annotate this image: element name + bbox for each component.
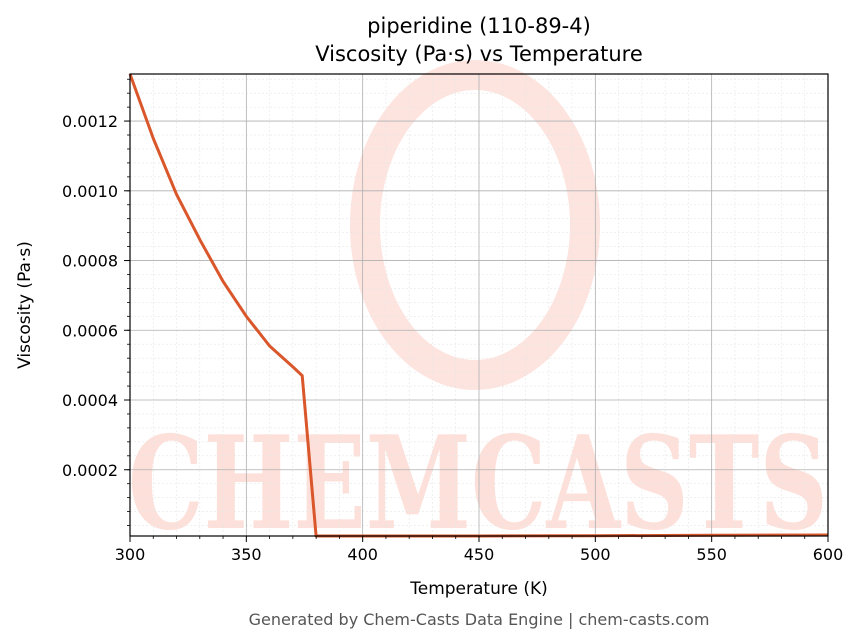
- x-tick-label: 300: [115, 545, 146, 564]
- x-tick-label: 600: [813, 545, 844, 564]
- x-tick-label: 350: [231, 545, 262, 564]
- y-tick-label: 0.0012: [62, 112, 118, 131]
- y-tick-label: 0.0008: [62, 252, 118, 271]
- x-tick-label: 450: [464, 545, 495, 564]
- y-tick-label: 0.0002: [62, 461, 118, 480]
- watermark-ring: [350, 60, 600, 390]
- x-axis-ticks: 300 350 400 450 500 550 600: [115, 536, 844, 564]
- y-tick-label: 0.0004: [62, 391, 118, 410]
- footer-credit: Generated by Chem-Casts Data Engine | ch…: [249, 610, 710, 629]
- y-axis-ticks: 0.0002 0.0004 0.0006 0.0008 0.0010 0.0012: [62, 78, 130, 526]
- x-tick-label: 400: [347, 545, 378, 564]
- chart-title: piperidine (110-89-4): [367, 14, 591, 38]
- x-tick-label: 500: [580, 545, 611, 564]
- y-tick-label: 0.0010: [62, 182, 118, 201]
- watermark-logo: CHEMCASTS: [128, 60, 828, 559]
- chart-subtitle: Viscosity (Pa·s) vs Temperature: [315, 42, 643, 66]
- x-axis-label: Temperature (K): [409, 579, 548, 599]
- y-axis-label: Viscosity (Pa·s): [15, 241, 35, 369]
- x-tick-label: 550: [696, 545, 727, 564]
- y-tick-label: 0.0006: [62, 321, 118, 340]
